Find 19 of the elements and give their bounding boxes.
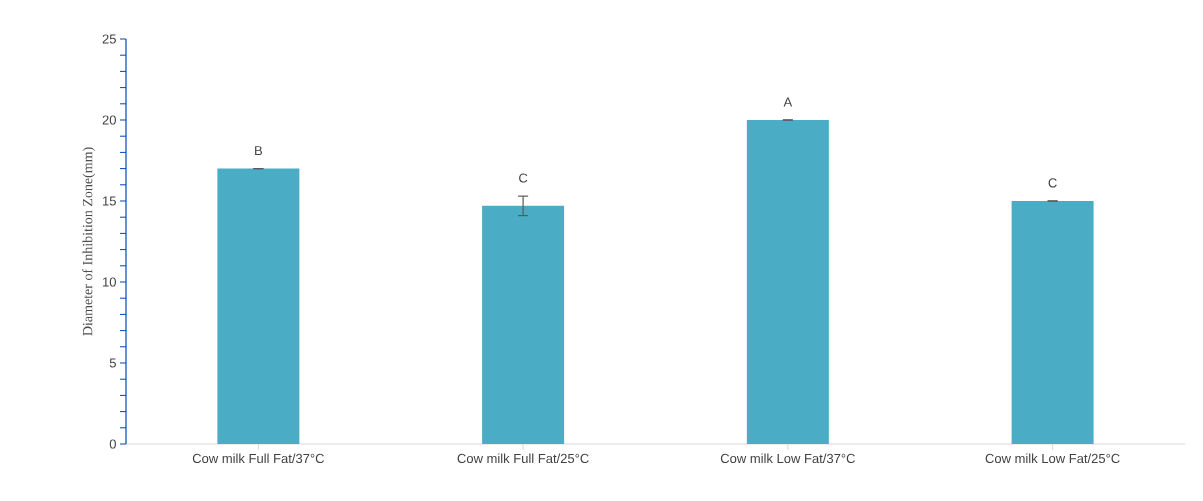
bar (482, 205, 565, 444)
bar (217, 168, 300, 444)
x-tick-label: Cow milk Low Fat/25°C (985, 453, 1120, 464)
x-tick-label: Cow milk Full Fat/25°C (457, 453, 589, 464)
y-tick-label: 25 (102, 34, 116, 44)
x-tick-label: Cow milk Full Fat/37°C (192, 453, 325, 464)
y-tick-label: 0 (109, 439, 116, 449)
bar (746, 120, 829, 444)
bar (1011, 201, 1094, 444)
y-tick-label: 20 (102, 115, 116, 125)
y-tick-label: 15 (103, 196, 116, 206)
annotation: C (1048, 178, 1057, 188)
y-axis-title: Diameter of Inhibition Zone(mm) (82, 147, 96, 336)
annotation: B (255, 146, 263, 156)
annotation: A (783, 97, 793, 107)
x-tick-label: Cow milk Low Fat/37°C (720, 453, 855, 464)
y-tick-label: 5 (109, 358, 116, 368)
y-tick-label: 10 (103, 277, 116, 287)
annotation: C (519, 173, 528, 183)
